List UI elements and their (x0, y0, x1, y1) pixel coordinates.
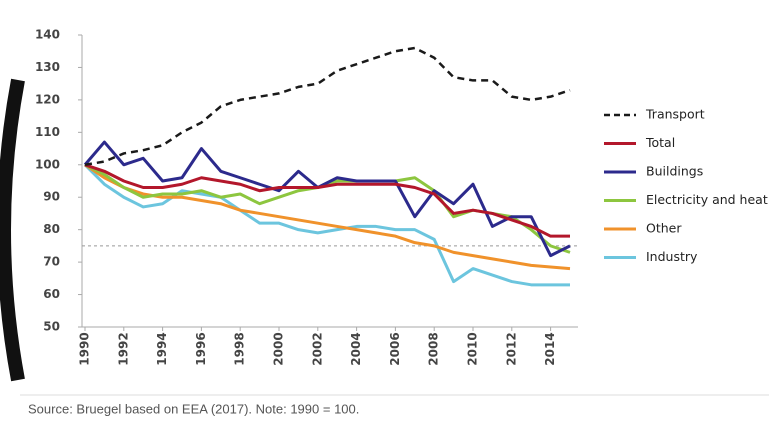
x-tick-label: 1992 (116, 332, 130, 365)
x-tick-label: 2012 (504, 332, 518, 365)
series-line (83, 163, 570, 287)
series-line (84, 163, 570, 238)
source-note: Source: Bruegel based on EEA (2017). Not… (28, 401, 359, 416)
y-tick-label: 140 (35, 28, 60, 42)
y-tick-label: 130 (35, 60, 60, 74)
y-tick-label: 50 (43, 320, 60, 334)
x-tick-label: 2008 (427, 332, 441, 365)
x-tick-label: 2004 (349, 332, 363, 365)
y-tick-label: 80 (43, 222, 60, 236)
legend-label: Other (646, 221, 682, 236)
series-line (84, 46, 571, 167)
y-tick-label: 100 (35, 157, 60, 171)
x-tick-label: 1994 (155, 332, 169, 365)
y-tick-label: 90 (43, 190, 60, 204)
legend-label: Electricity and heat (646, 192, 768, 207)
y-tick-label: 60 (43, 287, 60, 301)
x-tick-label: 2002 (310, 332, 324, 365)
x-tick-label: 2014 (543, 332, 557, 365)
x-tick-label: 2006 (388, 332, 402, 365)
legend-label: Buildings (646, 164, 703, 179)
y-tick-label: 110 (35, 125, 60, 139)
y-tick-label: 70 (43, 255, 60, 269)
x-tick-label: 2000 (272, 332, 286, 365)
legend-label: Total (645, 135, 675, 150)
x-tick-label: 1998 (233, 332, 247, 365)
x-tick-label: 1996 (194, 332, 208, 365)
series-line (83, 140, 571, 258)
y-tick-label: 120 (35, 92, 60, 106)
x-tick-label: 1990 (78, 332, 92, 365)
edge-artifact (0, 78, 25, 382)
legend-label: Industry (646, 249, 698, 264)
x-tick-label: 2010 (466, 332, 480, 365)
legend-label: Transport (645, 107, 705, 122)
series-line (84, 163, 571, 271)
